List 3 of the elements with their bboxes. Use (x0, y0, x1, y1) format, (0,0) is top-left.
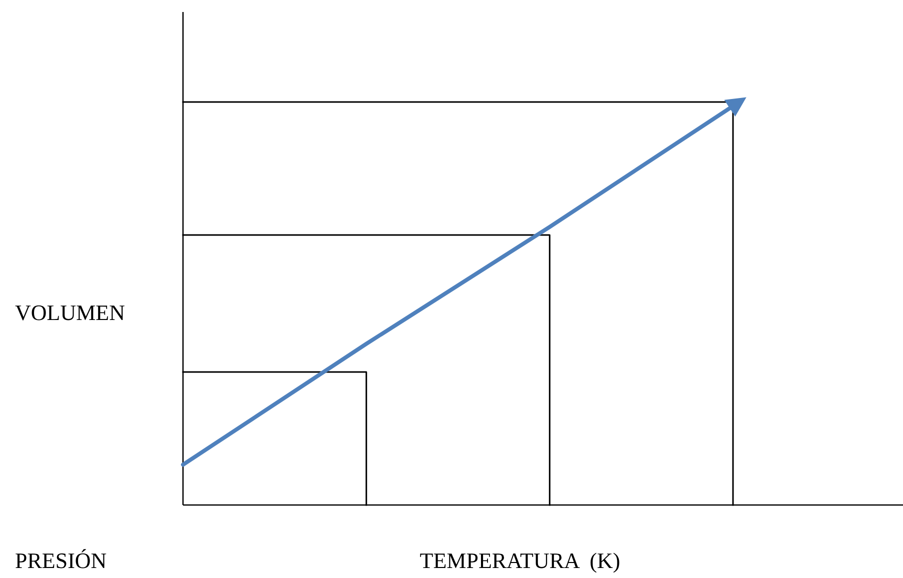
y-axis-title: VOLUMEN (15, 300, 126, 325)
text: PRESIÓN (15, 548, 107, 573)
x-axis-title: TEMPERATURA (K) (420, 548, 620, 573)
